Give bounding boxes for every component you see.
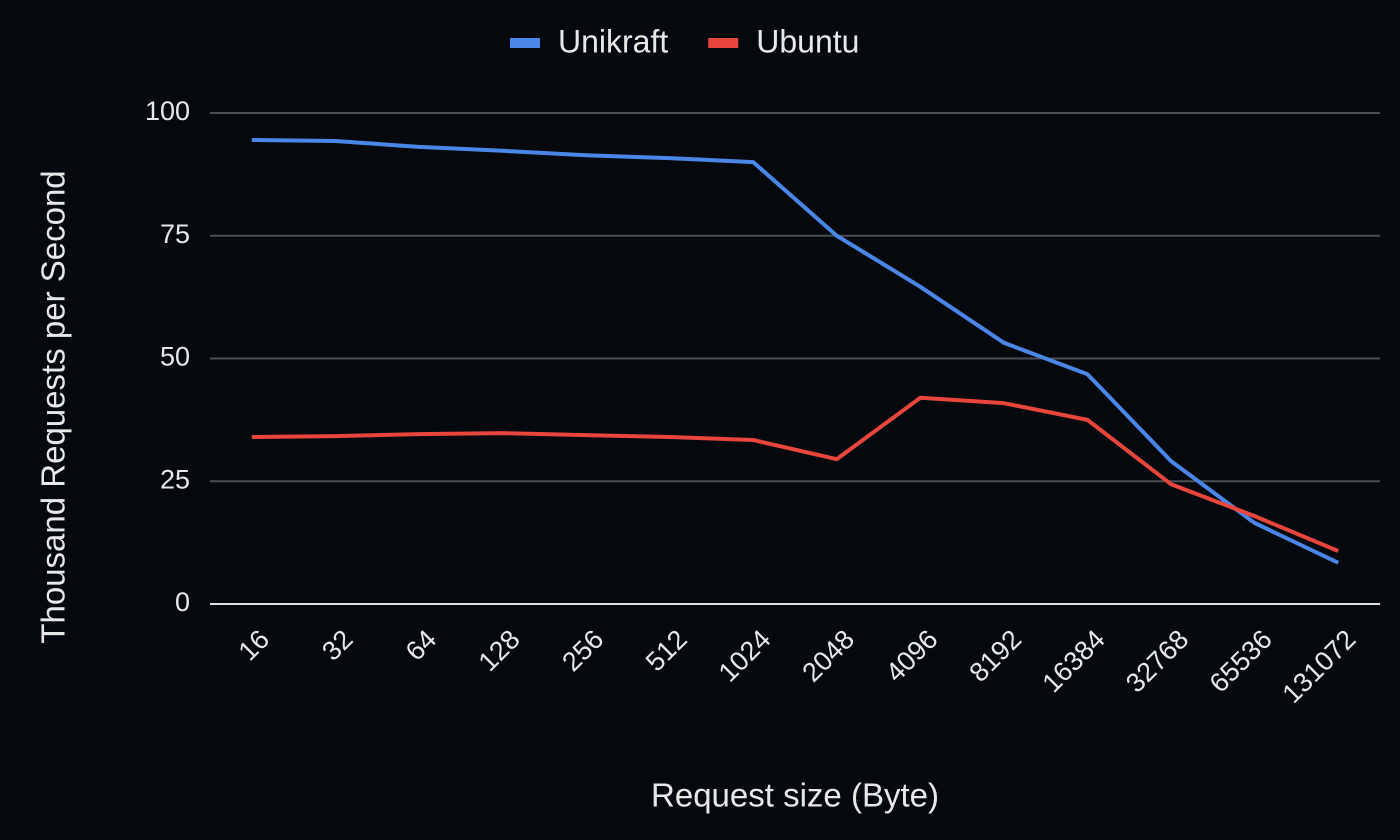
x-tick-label: 128 [473,624,526,677]
y-tick-label: 100 [145,96,190,126]
legend-swatch [510,38,540,48]
x-tick-label: 32 [316,624,358,666]
y-tick-label: 75 [160,219,190,249]
x-axis-title: Request size (Byte) [651,777,939,814]
y-tick-label: 50 [160,342,190,372]
legend-label: Ubuntu [756,23,859,59]
legend-label: Unikraft [558,23,668,59]
x-tick-label: 64 [400,624,442,666]
x-tick-label: 32768 [1120,624,1194,698]
x-tick-label: 65536 [1204,624,1278,698]
x-tick-label: 8192 [964,624,1028,688]
y-axis-title: Thousand Requests per Second [35,170,72,643]
x-tick-label: 1024 [713,624,777,688]
series-line [251,395,1339,553]
x-tick-label: 131072 [1277,624,1362,709]
x-tick-label: 16 [233,624,275,666]
x-tick-label: 256 [556,624,609,677]
legend-swatch [708,38,739,48]
x-tick-label: 512 [640,624,693,677]
x-tick-label: 16384 [1036,624,1110,698]
series-line [251,138,1340,565]
y-tick-label: 25 [160,464,190,494]
y-tick-label: 0 [175,587,190,617]
x-tick-label: 2048 [796,624,860,688]
x-tick-label: 4096 [880,624,944,688]
